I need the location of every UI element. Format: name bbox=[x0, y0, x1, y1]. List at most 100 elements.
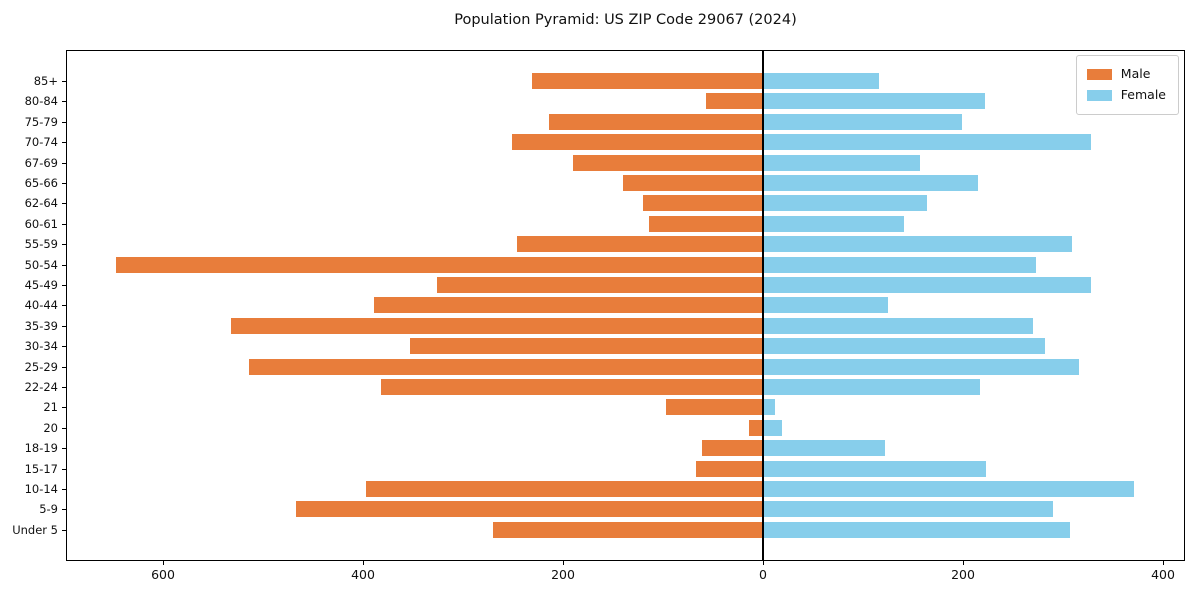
y-axis-label-Under 5: Under 5 bbox=[12, 522, 58, 537]
y-axis-label-60-61: 60-61 bbox=[24, 216, 58, 231]
y-tick-21 bbox=[62, 407, 66, 409]
y-axis-label-65-66: 65-66 bbox=[24, 176, 58, 190]
male-bar-5-9 bbox=[296, 501, 763, 518]
male-bar-67-69 bbox=[573, 154, 763, 171]
female-bar-35-39 bbox=[763, 317, 1033, 334]
y-tick-40-44 bbox=[62, 305, 66, 307]
female-bar-5-9 bbox=[763, 501, 1053, 518]
y-axis-label-18-19: 18-19 bbox=[24, 441, 58, 456]
female-bar-Under 5 bbox=[763, 521, 1070, 538]
female-bar-21 bbox=[763, 399, 775, 416]
female-bar-85+ bbox=[763, 73, 879, 89]
y-axis-label-40-44: 40-44 bbox=[24, 298, 58, 313]
y-tick-55-59 bbox=[62, 244, 66, 246]
female-legend-swatch bbox=[1086, 90, 1112, 101]
male-bar-30-34 bbox=[410, 338, 763, 355]
female-bar-18-19 bbox=[763, 440, 885, 457]
y-tick-35-39 bbox=[62, 325, 66, 327]
male-bar-62-64 bbox=[643, 195, 763, 212]
y-tick-85+ bbox=[62, 81, 66, 82]
legend-row-female: Female bbox=[1086, 85, 1166, 106]
male-bar-10-14 bbox=[366, 481, 763, 497]
male-bar-25-29 bbox=[249, 358, 763, 375]
female-bar-15-17 bbox=[763, 460, 986, 477]
female-bar-62-64 bbox=[763, 195, 927, 212]
y-tick-60-61 bbox=[62, 223, 66, 225]
male-legend-label: Male bbox=[1120, 66, 1151, 82]
female-bar-60-61 bbox=[763, 215, 904, 232]
female-bar-55-59 bbox=[763, 236, 1072, 253]
x-axis-label-200-4: 200 bbox=[951, 567, 975, 582]
y-tick-15-17 bbox=[62, 468, 66, 470]
y-axis-label-75-79: 75-79 bbox=[24, 114, 58, 129]
male-bar-70-74 bbox=[512, 134, 763, 151]
female-bar-67-69 bbox=[763, 154, 920, 171]
female-bar-40-44 bbox=[763, 297, 888, 314]
y-tick-67-69 bbox=[62, 162, 66, 164]
legend-row-male: Male bbox=[1086, 64, 1166, 85]
y-axis-label-62-64: 62-64 bbox=[24, 196, 58, 211]
female-bar-50-54 bbox=[763, 256, 1036, 273]
x-axis-label-400-1: 400 bbox=[351, 567, 375, 582]
x-axis-label-400-5: 400 bbox=[1151, 567, 1175, 582]
male-bar-85+ bbox=[532, 73, 763, 89]
y-tick-10-14 bbox=[62, 489, 66, 490]
y-tick-18-19 bbox=[62, 448, 66, 450]
x-tick-200-2 bbox=[563, 561, 564, 565]
male-bar-18-19 bbox=[702, 440, 763, 457]
male-bar-15-17 bbox=[696, 460, 763, 477]
y-axis-label-21: 21 bbox=[43, 400, 58, 415]
y-axis-label-80-84: 80-84 bbox=[24, 94, 58, 109]
male-bar-45-49 bbox=[437, 277, 763, 293]
male-bar-Under 5 bbox=[493, 521, 763, 538]
y-tick-20 bbox=[62, 427, 66, 429]
female-bar-30-34 bbox=[763, 338, 1045, 355]
female-legend-label: Female bbox=[1120, 87, 1166, 103]
y-axis-label-85+: 85+ bbox=[33, 74, 58, 88]
plot-area: Male Female bbox=[66, 50, 1185, 561]
y-tick-22-24 bbox=[62, 387, 66, 388]
y-tick-62-64 bbox=[62, 203, 66, 205]
x-tick-200-4 bbox=[963, 561, 964, 565]
male-bar-75-79 bbox=[549, 113, 763, 130]
female-bar-22-24 bbox=[763, 379, 980, 395]
y-axis-label-70-74: 70-74 bbox=[24, 135, 58, 150]
male-bar-22-24 bbox=[381, 379, 763, 395]
female-bar-20 bbox=[763, 419, 782, 436]
male-bar-40-44 bbox=[374, 297, 763, 314]
y-tick-Under 5 bbox=[62, 529, 66, 531]
male-bar-65-66 bbox=[623, 175, 763, 191]
legend: Male Female bbox=[1075, 55, 1179, 115]
y-axis-label-25-29: 25-29 bbox=[24, 359, 58, 374]
male-bar-35-39 bbox=[231, 317, 763, 334]
y-axis-label-10-14: 10-14 bbox=[24, 482, 58, 496]
female-bar-75-79 bbox=[763, 113, 962, 130]
x-tick-600-0 bbox=[163, 561, 164, 565]
female-bar-25-29 bbox=[763, 358, 1079, 375]
y-axis-label-67-69: 67-69 bbox=[24, 155, 58, 170]
y-tick-65-66 bbox=[62, 183, 66, 184]
female-bar-70-74 bbox=[763, 134, 1091, 151]
y-tick-70-74 bbox=[62, 142, 66, 144]
female-bar-45-49 bbox=[763, 277, 1091, 293]
y-tick-80-84 bbox=[62, 101, 66, 103]
male-bar-80-84 bbox=[706, 93, 763, 110]
chart-title: Population Pyramid: US ZIP Code 29067 (2… bbox=[454, 12, 797, 28]
y-axis-label-50-54: 50-54 bbox=[24, 257, 58, 272]
y-tick-5-9 bbox=[62, 509, 66, 511]
y-axis-label-22-24: 22-24 bbox=[24, 380, 58, 394]
y-tick-50-54 bbox=[62, 264, 66, 266]
x-tick-400-5 bbox=[1163, 561, 1164, 565]
x-tick-400-1 bbox=[363, 561, 364, 565]
x-axis-label-0-3: 0 bbox=[759, 567, 767, 582]
male-bar-55-59 bbox=[517, 236, 763, 253]
y-tick-30-34 bbox=[62, 346, 66, 348]
zero-axis-line bbox=[762, 50, 764, 561]
y-axis-label-35-39: 35-39 bbox=[24, 318, 58, 333]
y-axis-label-20: 20 bbox=[43, 420, 58, 435]
y-tick-45-49 bbox=[62, 285, 66, 286]
female-bar-80-84 bbox=[763, 93, 985, 110]
male-bar-60-61 bbox=[649, 215, 763, 232]
female-bar-65-66 bbox=[763, 175, 978, 191]
